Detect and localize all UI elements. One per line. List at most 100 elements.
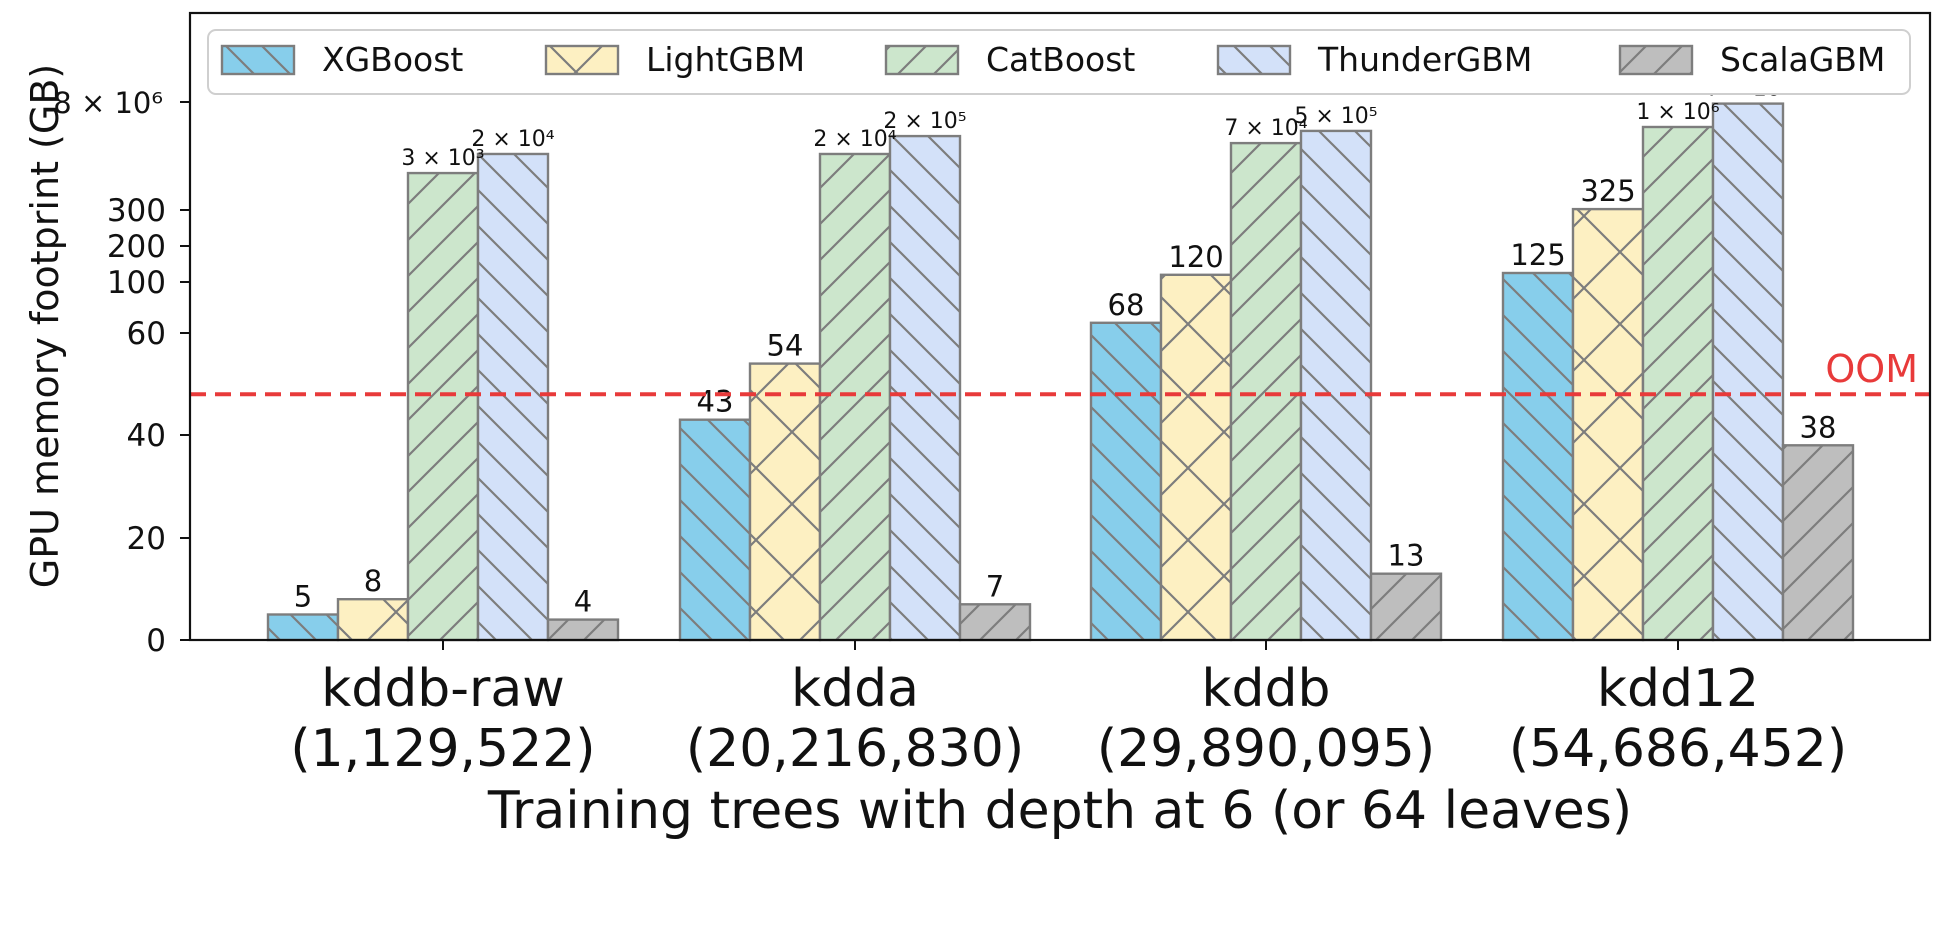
bar-scalagbm-kdda [958, 603, 1032, 642]
bar-hatch [1369, 572, 1443, 642]
bar-hatch [818, 152, 892, 642]
x-tick-label-name: kdda [791, 659, 919, 719]
bar-lightgbm-kdda [748, 362, 822, 642]
bar-hatch [1571, 207, 1645, 642]
x-tick-label-size: (1,129,522) [290, 719, 595, 779]
y-tick-label: 300 [107, 193, 166, 229]
bar-value-label: 68 [1108, 288, 1145, 322]
x-tick-label-name: kdd12 [1597, 659, 1759, 719]
bar-scalagbm-kdd12 [1781, 444, 1855, 642]
bar-value-label: 4 [574, 585, 592, 619]
legend-frame [207, 29, 1911, 95]
bar-value-label: 43 [697, 385, 734, 419]
y-tick-label: 60 [127, 316, 166, 352]
bar-hatch [958, 603, 1032, 642]
x-tick-label-size: (29,890,095) [1097, 719, 1435, 779]
legend-swatch-hatch [220, 44, 296, 76]
bar-hatch [1501, 271, 1575, 642]
y-tick-label: 8 × 10⁶ [53, 86, 163, 120]
legend: XGBoost LightGBM CatBoost ThunderGBM ScalaGB… [207, 29, 1911, 95]
bar-hatch [406, 171, 480, 642]
x-tick-label-size: (20,216,830) [686, 719, 1024, 779]
bar-lightgbm-kdd12 [1571, 207, 1645, 642]
x-axis: kddb-raw(1,129,522)kdda(20,216,830)kddb(… [290, 640, 1847, 779]
bar-hatch [476, 152, 550, 642]
legend-label: ThunderGBM [1317, 40, 1532, 79]
x-axis-label: Training trees with depth at 6 (or 64 le… [487, 781, 1632, 841]
legend-item-catboost: CatBoost [884, 40, 1135, 79]
bar-value-label: 54 [767, 329, 804, 363]
y-tick-label: 40 [127, 418, 166, 454]
bar-value-label: 1 × 10⁶ [1636, 100, 1719, 125]
y-tick-label: 0 [146, 623, 166, 659]
legend-item-thundergbm: ThunderGBM [1216, 40, 1532, 79]
bar-value-label: 125 [1510, 238, 1565, 272]
y-axis-label: GPU memory footprint (GB) [23, 64, 67, 588]
bar-catboost-kdd12 [1641, 125, 1715, 642]
legend-item-xgboost: XGBoost [220, 40, 463, 79]
bar-hatch [748, 362, 822, 642]
y-tick-label: 200 [107, 229, 166, 265]
bar-hatch [1711, 102, 1785, 642]
bar-hatch [1299, 129, 1373, 642]
bar-value-label: 2 × 10⁴ [813, 127, 896, 152]
legend-label: ScalaGBM [1720, 40, 1885, 79]
bar-value-label: 8 [364, 564, 382, 598]
bar-xgboost-kdda [678, 418, 752, 642]
bar-hatch [1641, 125, 1715, 642]
legend-swatch-hatch [1618, 44, 1694, 76]
y-tick-label: 100 [107, 265, 166, 301]
bar-catboost-kddb [1229, 141, 1303, 642]
bar-value-label: 2 × 10⁴ [471, 127, 554, 152]
legend-item-scalagbm: ScalaGBM [1618, 40, 1885, 79]
bar-hatch [1229, 141, 1303, 642]
bar-lightgbm-kddb-raw [336, 598, 410, 642]
legend-swatch-hatch [884, 44, 960, 76]
legend-item-lightgbm: LightGBM [544, 40, 805, 79]
oom-label: OOM [1825, 347, 1918, 391]
legend-label: LightGBM [646, 40, 805, 79]
bar-hatch [888, 134, 962, 642]
bar-xgboost-kdd12 [1501, 271, 1575, 642]
bar-value-label: 120 [1168, 240, 1223, 274]
bar-value-label: 5 [294, 580, 312, 614]
legend-label: CatBoost [986, 40, 1135, 79]
bar-value-label: 13 [1388, 539, 1425, 573]
bar-scalagbm-kddb-raw [546, 618, 620, 642]
legend-label: XGBoost [322, 40, 463, 79]
bar-value-label: 38 [1800, 410, 1837, 444]
legend-swatch-hatch [544, 44, 620, 76]
bar-value-label: 7 × 10⁴ [1224, 116, 1307, 141]
bar-xgboost-kddb [1089, 321, 1163, 642]
bar-thundergbm-kddb-raw [476, 152, 550, 642]
bar-value-label: 325 [1580, 174, 1635, 208]
bar-xgboost-kddb-raw [266, 613, 340, 642]
bar-value-label: 2 × 10⁵ [883, 109, 966, 134]
bar-catboost-kddb-raw [406, 171, 480, 642]
bar-hatch [678, 418, 752, 642]
x-tick-label-name: kddb [1201, 659, 1330, 719]
x-tick-label-name: kddb-raw [321, 659, 565, 719]
bars-layer [266, 102, 1855, 642]
bar-hatch [266, 613, 340, 642]
bar-hatch [1089, 321, 1163, 642]
bar-catboost-kdda [818, 152, 892, 642]
bar-value-label: 5 × 10⁵ [1294, 104, 1377, 129]
bar-lightgbm-kddb [1159, 273, 1233, 642]
bar-thundergbm-kddb [1299, 129, 1373, 642]
bar-hatch [1159, 273, 1233, 642]
bar-value-label: 3 × 10³ [401, 146, 484, 171]
bar-hatch [336, 598, 410, 642]
bar-value-label: 7 [986, 569, 1004, 603]
bar-thundergbm-kdda [888, 134, 962, 642]
bar-hatch [546, 618, 620, 642]
x-tick-label-size: (54,686,452) [1509, 719, 1847, 779]
bar-scalagbm-kddb [1369, 572, 1443, 642]
bar-hatch [1781, 444, 1855, 642]
y-tick-label: 20 [127, 521, 166, 557]
plot-area-frame [188, 11, 1932, 642]
bar-thundergbm-kdd12 [1711, 102, 1785, 642]
legend-swatch-hatch [1216, 44, 1292, 76]
